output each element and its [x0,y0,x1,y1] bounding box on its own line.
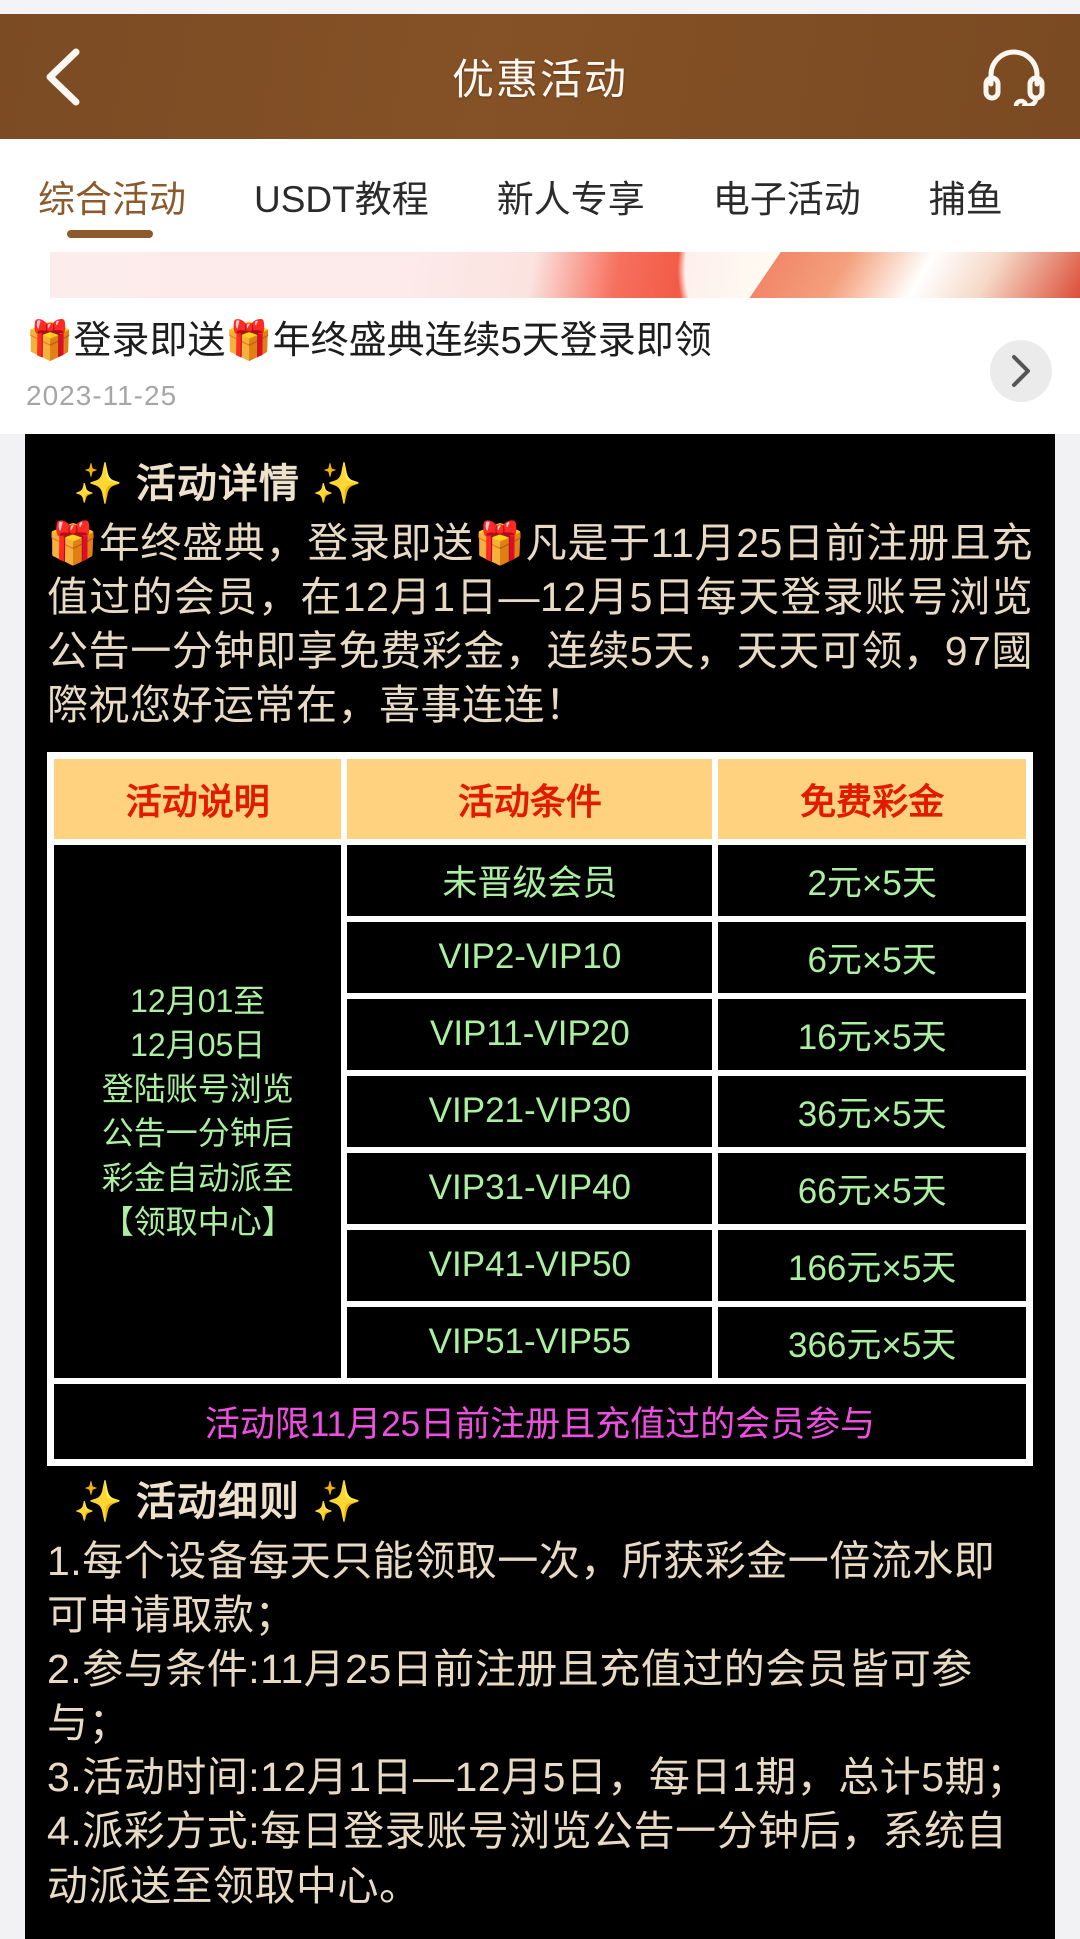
activity-detail-wrapper: ✨ 活动详情 ✨ 🎁年终盛典，登录即送🎁凡是于11月25日前注册且充值过的会员，… [0,433,1080,1939]
table-footer-note: 活动限11月25日前注册且充值过的会员参与 [51,1380,1029,1462]
tab-label: 捕鱼 [928,178,1003,220]
rule-item-1: 1.每个设备每天只能领取一次，所获彩金一倍流水即可申请取款； [47,1537,996,1639]
promo-banner-image[interactable] [0,252,1080,298]
banner-artwork [50,252,1080,298]
table-header-row: 活动说明 活动条件 免费彩金 [51,755,1029,842]
section-title-rules: ✨ 活动细则 ✨ [73,1479,363,1524]
rule-item-4: 4.派彩方式:每日登录账号浏览公告一分钟后，系统自动派送至领取中心。 [47,1808,1008,1909]
section-title-details: ✨ 活动详情 ✨ [73,461,363,506]
table-row: VIP21-VIP30 36元×5天 [51,1072,1029,1150]
table-header-condition: 活动条件 [344,755,716,842]
table-cell-bonus: 2元×5天 [715,841,1029,919]
promo-detail-arrow-button[interactable] [990,340,1052,402]
back-button[interactable] [26,41,98,113]
table-row: VIP11-VIP20 16元×5天 [51,995,1029,1073]
chevron-right-icon [1012,355,1030,387]
table-row: VIP51-VIP55 366元×5天 [51,1303,1029,1381]
tab-label: 新人专享 [496,178,645,220]
tab-label: 电子活动 [712,178,861,220]
table-cell-bonus: 166元×5天 [715,1226,1029,1304]
tab-newcomer[interactable]: 新人专享 [463,139,679,252]
promo-title: 🎁登录即送🎁年终盛典连续5天登录即领 [26,320,712,362]
table-row: VIP31-VIP40 66元×5天 [51,1149,1029,1227]
table-cell-condition: VIP41-VIP50 [344,1226,716,1304]
table-cell-condition: VIP51-VIP55 [344,1303,716,1381]
table-row: VIP2-VIP10 6元×5天 [51,918,1029,996]
table-cell-bonus: 36元×5天 [715,1072,1029,1150]
bonus-table: 活动说明 活动条件 免费彩金 12月01至 12月05日 登陆账号浏览 公告一分… [47,751,1033,1466]
table-cell-description: 12月01至 12月05日 登陆账号浏览 公告一分钟后 彩金自动派至 【领取中心… [51,841,345,1381]
page-title: 优惠活动 [451,56,628,103]
headset-icon [983,49,1045,106]
tab-comprehensive[interactable]: 综合活动 [0,139,220,252]
chevron-left-icon [46,48,80,105]
table-cell-bonus: 16元×5天 [715,995,1029,1073]
tab-usdt-tutorial[interactable]: USDT教程 [220,139,463,252]
active-tab-indicator [67,230,153,238]
rule-item-2: 2.参与条件:11月25日前注册且充值过的会员皆可参与； [47,1646,973,1747]
tab-label: USDT教程 [254,178,429,220]
activity-detail-body: ✨ 活动详情 ✨ 🎁年终盛典，登录即送🎁凡是于11月25日前注册且充值过的会员，… [25,433,1055,1939]
activity-intro-paragraph: 🎁年终盛典，登录即送🎁凡是于11月25日前注册且充值过的会员，在12月1日—12… [47,519,1033,728]
app-header: 优惠活动 [0,14,1080,139]
table-row: VIP41-VIP50 166元×5天 [51,1226,1029,1304]
status-bar-strip [0,0,1080,14]
table-cell-condition: VIP21-VIP30 [344,1072,716,1150]
table-cell-bonus: 366元×5天 [715,1303,1029,1381]
tab-fishing[interactable]: 捕鱼 [895,139,1037,252]
table-header-bonus: 免费彩金 [715,755,1029,842]
table-row: 12月01至 12月05日 登陆账号浏览 公告一分钟后 彩金自动派至 【领取中心… [51,841,1029,1381]
table-cell-bonus: 6元×5天 [715,918,1029,996]
promo-header-card[interactable]: 🎁登录即送🎁年终盛典连续5天登录即领 2023-11-25 [0,298,1080,434]
promo-date: 2023-11-25 [26,379,178,411]
table-cell-condition: VIP11-VIP20 [344,995,716,1073]
table-header-description: 活动说明 [51,755,345,842]
table-cell-condition: 未晋级会员 [344,841,716,919]
tab-label: 综合活动 [38,178,186,220]
tab-electronic[interactable]: 电子活动 [679,139,895,252]
table-footer-row: 活动限11月25日前注册且充值过的会员参与 [51,1380,1029,1462]
bonus-table-body: 活动说明 活动条件 免费彩金 12月01至 12月05日 登陆账号浏览 公告一分… [51,755,1029,1462]
customer-support-button[interactable] [976,39,1052,115]
rule-item-3: 3.活动时间:12月1日—12月5日，每日1期，总计5期； [47,1754,1028,1801]
table-cell-condition: VIP2-VIP10 [344,918,716,996]
table-cell-bonus: 66元×5天 [715,1149,1029,1227]
table-cell-condition: VIP31-VIP40 [344,1149,716,1227]
category-tab-bar[interactable]: 综合活动 USDT教程 新人专享 电子活动 捕鱼 [0,139,1080,252]
